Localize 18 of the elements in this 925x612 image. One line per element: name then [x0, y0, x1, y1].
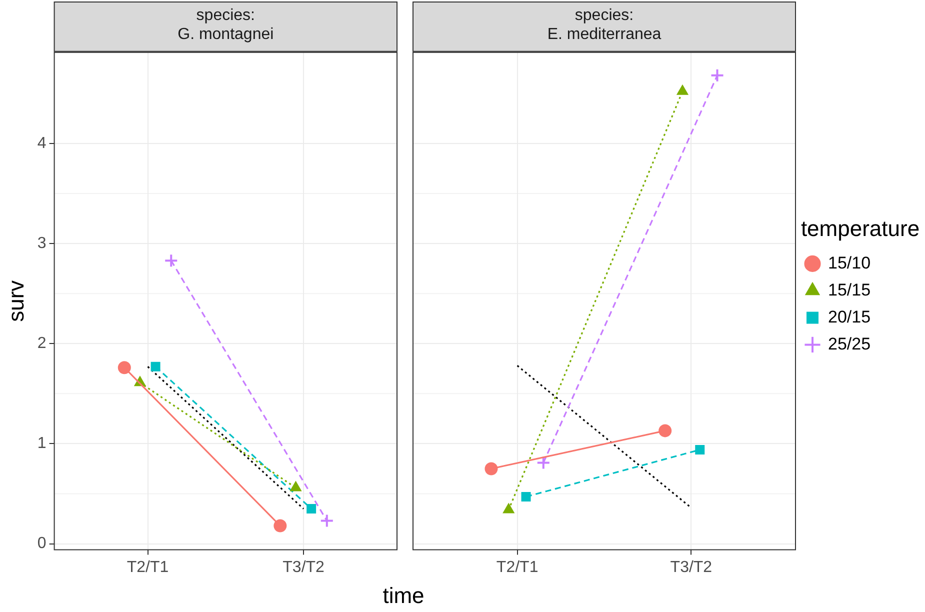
y-tick-label: 0 [37, 535, 46, 552]
y-axis-title: surv [3, 280, 28, 322]
y-tick-label: 1 [37, 435, 46, 452]
legend-label: 15/15 [828, 280, 871, 300]
x-tick-label: T3/T2 [282, 558, 325, 576]
legend-label: 25/25 [828, 334, 871, 354]
x-tick-label: T2/T1 [126, 558, 169, 576]
chart-title: species: G. montagnei [178, 7, 274, 44]
y-tick-label: 3 [37, 234, 46, 252]
x-tick-label: T2/T1 [496, 558, 538, 576]
legend-label: 15/10 [828, 253, 871, 272]
y-tick-label: 4 [37, 134, 46, 152]
legend-title: temperature [800, 216, 920, 241]
chart-title: species: E. mediterranea [547, 7, 662, 44]
x-axis-title: time [382, 583, 426, 609]
x-tick-label: T3/T2 [670, 558, 712, 576]
legend-label: 20/15 [828, 307, 871, 326]
y-tick-label: 2 [37, 335, 46, 352]
